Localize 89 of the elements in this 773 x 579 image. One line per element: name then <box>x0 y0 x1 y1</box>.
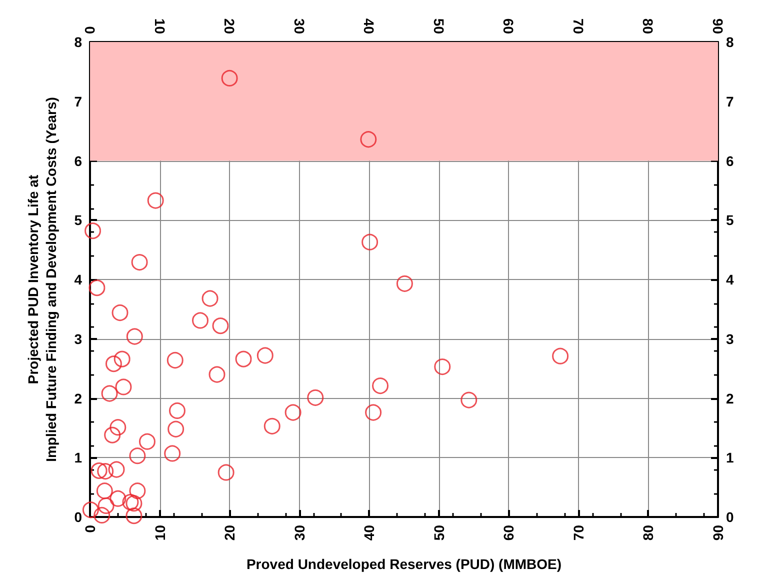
x-tick-label: 70 <box>570 524 586 541</box>
y-tick-label: 8 <box>74 34 82 50</box>
point <box>168 402 186 419</box>
y2-tick-label: 8 <box>726 34 734 50</box>
x2-tick-label: 0 <box>82 26 98 34</box>
x2-tick-label: 70 <box>570 18 586 34</box>
y2-tick-label: 1 <box>726 450 734 466</box>
x-tick-label: 20 <box>222 524 238 541</box>
x2-tick-label: 30 <box>291 18 308 34</box>
y2-tick-label: 4 <box>726 272 734 288</box>
y-tick-label: 6 <box>74 152 82 169</box>
point <box>208 366 226 383</box>
point <box>192 312 208 329</box>
point <box>138 433 156 450</box>
point <box>264 418 280 434</box>
x-tick-label: 10 <box>152 524 168 541</box>
point <box>122 494 139 510</box>
point <box>110 419 126 436</box>
y-tick-label: 5 <box>74 212 82 228</box>
x-tick-label: 0 <box>82 524 98 533</box>
point <box>221 70 238 86</box>
x-axis-title: Proved Undeveloped Reserves (PUD) (MMBOE) <box>246 556 562 572</box>
point <box>365 404 382 421</box>
point <box>84 222 102 240</box>
point <box>112 304 128 321</box>
point <box>235 350 252 368</box>
y2-tick-label: 0 <box>726 509 734 525</box>
point <box>90 462 108 479</box>
point <box>126 508 142 524</box>
y2-tick-label: 6 <box>726 152 734 169</box>
point <box>108 461 125 478</box>
point <box>164 445 181 462</box>
x-tick-label: 30 <box>291 524 308 541</box>
point <box>434 358 451 376</box>
y-tick-label: 0 <box>74 509 82 525</box>
point <box>101 385 118 402</box>
point <box>372 378 389 394</box>
point <box>110 490 126 507</box>
point <box>218 464 234 481</box>
point <box>212 318 229 334</box>
y-tick-label: 4 <box>74 272 82 288</box>
point <box>88 280 106 296</box>
x2-tick-label: 80 <box>640 18 656 34</box>
point <box>360 131 377 148</box>
y-axis-title: Projected PUD Inventory Life at Implied Future Finding and Development Costs (Years) <box>25 97 59 462</box>
point <box>126 495 142 512</box>
point <box>147 192 164 209</box>
point <box>362 234 378 250</box>
point <box>552 348 569 364</box>
point <box>460 392 478 408</box>
x2-tick-label: 20 <box>222 18 238 34</box>
x2-tick-label: 40 <box>361 18 378 34</box>
point <box>96 482 113 500</box>
x2-tick-label: 10 <box>152 18 168 34</box>
point <box>166 352 184 368</box>
point <box>105 356 122 372</box>
point <box>129 448 146 464</box>
y-tick-label: 1 <box>74 450 82 466</box>
point <box>129 482 146 500</box>
point <box>307 389 324 406</box>
point <box>284 404 302 421</box>
point <box>396 275 413 292</box>
point <box>256 347 274 364</box>
x-tick-label: 60 <box>500 524 517 541</box>
point <box>131 254 148 271</box>
y-tick-label: 7 <box>74 93 82 110</box>
point <box>115 378 132 396</box>
point <box>126 328 143 345</box>
y-tick-label: 3 <box>74 330 82 347</box>
x2-tick-label: 90 <box>710 18 726 34</box>
point <box>168 420 184 438</box>
y2-tick-label: 7 <box>726 93 734 110</box>
point <box>202 290 218 307</box>
point <box>98 497 114 514</box>
y2-tick-label: 5 <box>726 212 734 228</box>
point <box>114 350 130 368</box>
y2-tick-label: 3 <box>726 330 734 347</box>
y2-tick-label: 2 <box>726 390 734 406</box>
x2-tick-label: 50 <box>430 18 447 34</box>
point <box>104 426 121 444</box>
x-tick-label: 40 <box>361 524 378 541</box>
y-tick-label: 2 <box>74 390 82 406</box>
x2-tick-label: 60 <box>500 18 517 34</box>
point <box>94 506 110 524</box>
x-tick-label: 50 <box>430 524 447 541</box>
point <box>82 502 99 518</box>
point <box>97 463 114 480</box>
x-tick-label: 90 <box>710 524 726 541</box>
x-tick-label: 80 <box>640 524 656 541</box>
